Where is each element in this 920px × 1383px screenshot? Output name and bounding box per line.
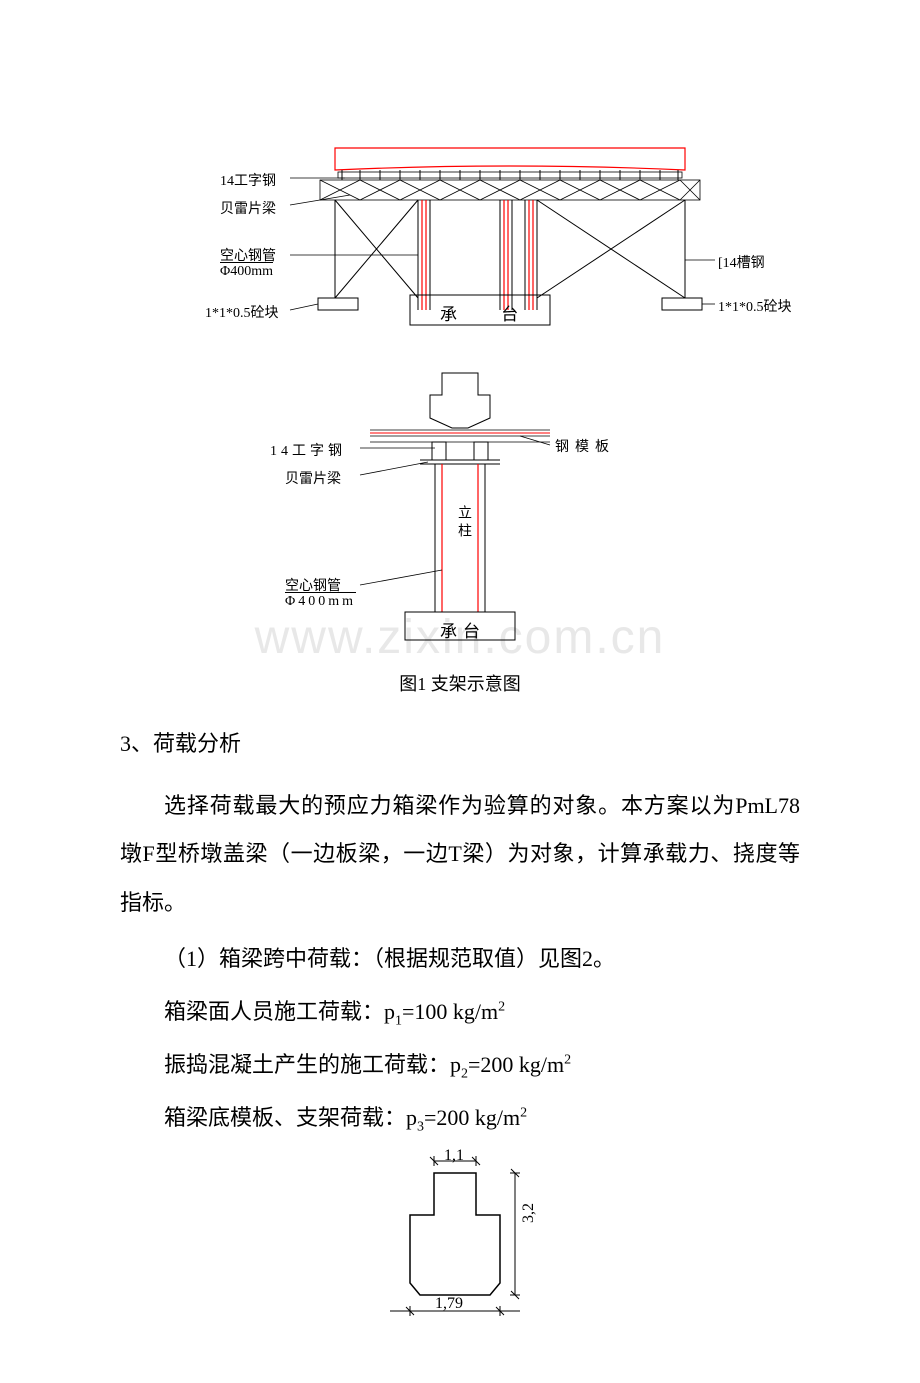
item-2-sup: 2 <box>498 999 505 1014</box>
d3-dim-top: 1,1 <box>444 1147 464 1165</box>
item-3-sup: 2 <box>564 1052 571 1067</box>
paragraph-1: 选择荷载最大的预应力箱梁作为验算的对象。本方案以为PmL78墩F型桥墩盖梁（一边… <box>120 782 800 927</box>
d1-label-ibeam: 14工字钢 <box>220 170 276 190</box>
d2-label-bailey: 贝雷片梁 <box>285 468 341 488</box>
d3-dim-bottom: 1,79 <box>435 1295 463 1313</box>
section-3-heading: 3、荷载分析 <box>120 726 800 758</box>
item-4-prefix: 箱梁底模板、支架荷载：p <box>164 1105 417 1130</box>
item-3-value: =200 kg/m <box>468 1052 564 1077</box>
d1-label-platform: 承 台 <box>440 300 538 325</box>
diagram-2: 14工字钢 贝雷片梁 空心钢管 Φ400mm 钢模板 立柱 承台 <box>210 370 710 650</box>
item-4: 箱梁底模板、支架荷载：p3=200 kg/m2 <box>120 1094 800 1143</box>
d1-label-dia: Φ400mm <box>220 262 273 280</box>
item-2-sub: 1 <box>395 1013 402 1028</box>
diagram-3: 1,1 3,2 1,79 <box>370 1153 550 1323</box>
item-3-sub: 2 <box>461 1066 468 1081</box>
item-2: 箱梁面人员施工荷载：p1=100 kg/m2 <box>120 988 800 1037</box>
d1-label-block-r: 1*1*0.5砼块 <box>718 296 792 316</box>
item-4-value: =200 kg/m <box>424 1105 520 1130</box>
d2-label-ibeam: 14工字钢 <box>270 440 346 460</box>
d1-label-bailey: 贝雷片梁 <box>220 198 276 218</box>
d1-label-channel: [14槽钢 <box>718 252 765 272</box>
page-content: 14工字钢 贝雷片梁 空心钢管 Φ400mm 1*1*0.5砼块 [14槽钢 1… <box>0 0 920 1383</box>
d2-label-dia: Φ400mm <box>285 592 356 610</box>
item-4-sup: 2 <box>520 1106 527 1121</box>
item-3: 振捣混凝土产生的施工荷载：p2=200 kg/m2 <box>120 1041 800 1090</box>
item-2-value: =100 kg/m <box>402 999 498 1024</box>
d2-label-column: 立柱 <box>453 505 473 541</box>
item-2-prefix: 箱梁面人员施工荷载：p <box>164 999 395 1024</box>
d2-label-steelform: 钢模板 <box>555 436 615 456</box>
diagram-1: 14工字钢 贝雷片梁 空心钢管 Φ400mm 1*1*0.5砼块 [14槽钢 1… <box>160 140 760 340</box>
d3-dim-right: 3,2 <box>520 1203 538 1223</box>
d1-label-block-l: 1*1*0.5砼块 <box>205 302 279 322</box>
d2-label-platform: 承台 <box>440 617 486 642</box>
item-4-sub: 3 <box>417 1119 424 1134</box>
item-1: （1）箱梁跨中荷载：（根据规范取值）见图2。 <box>120 935 800 983</box>
item-3-prefix: 振捣混凝土产生的施工荷载：p <box>164 1052 461 1077</box>
figure-1-caption: 图1 支架示意图 <box>120 670 800 696</box>
